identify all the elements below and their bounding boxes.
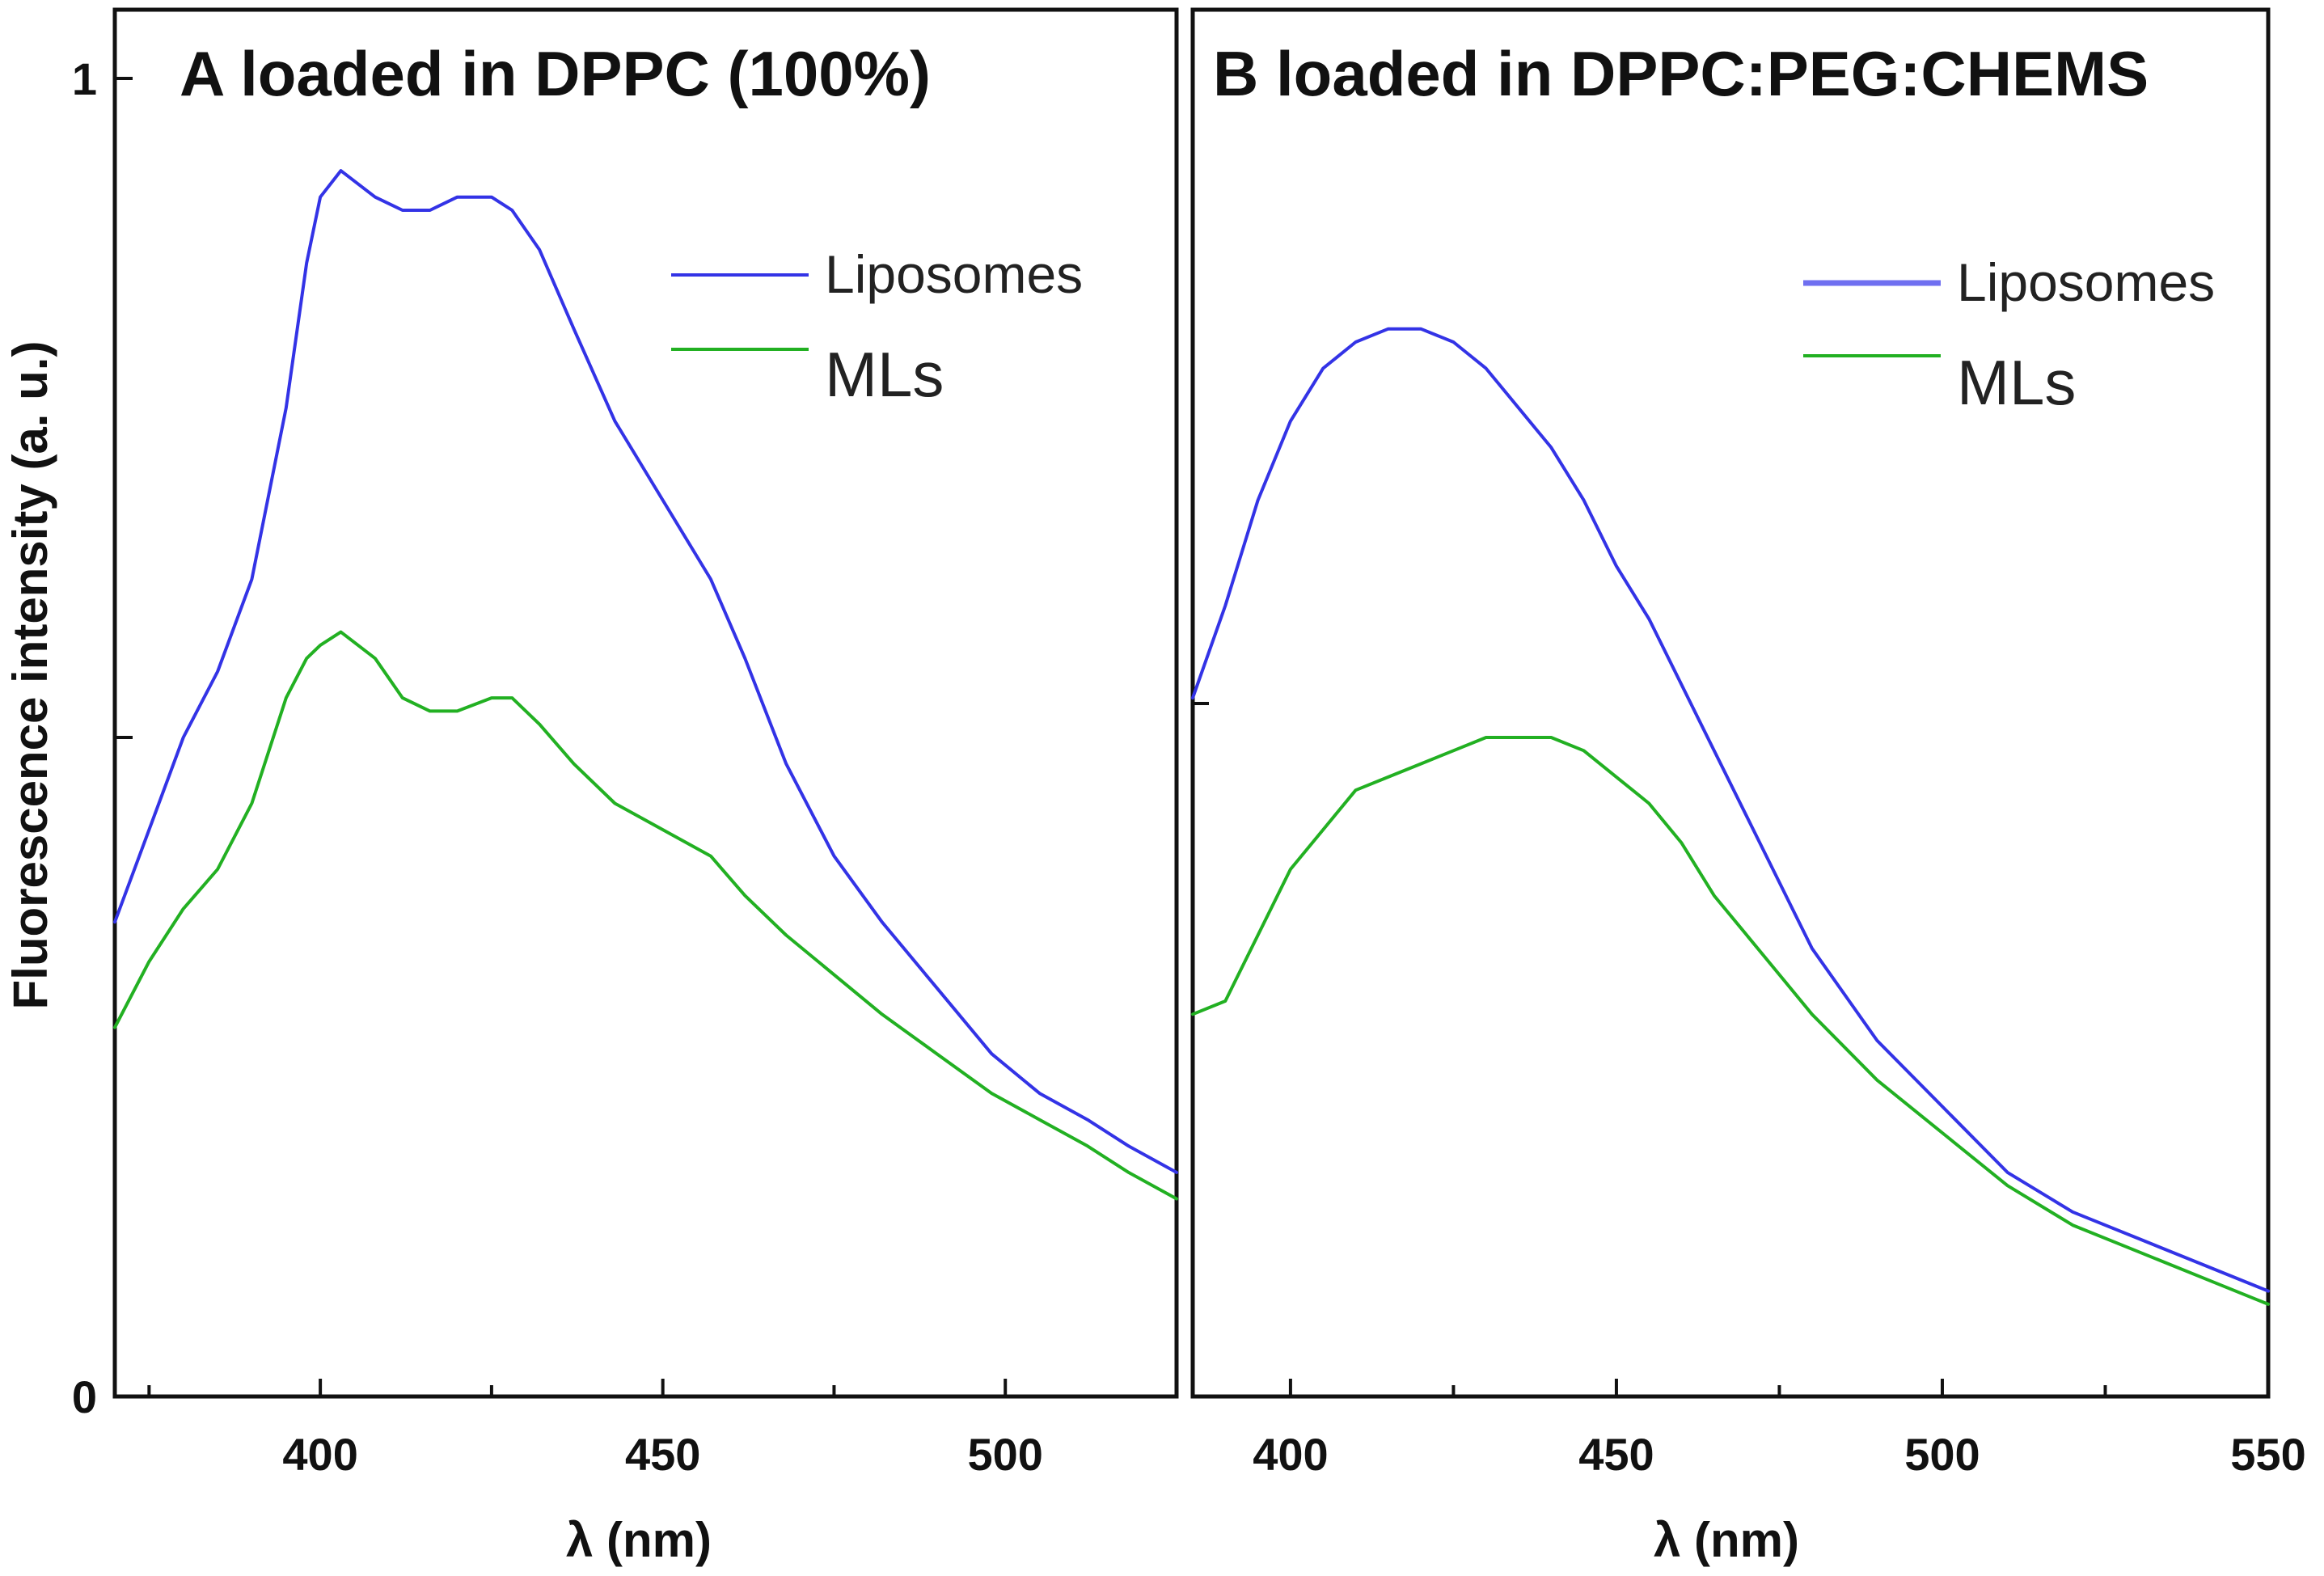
panel-b-x-tick-label-500: 500 [1904, 1429, 1980, 1480]
panel-b-x-tick-label-400: 400 [1253, 1429, 1328, 1480]
panel-a-y-ticks: 01 [72, 53, 133, 1422]
panel-a-y-tick-label-0: 0 [72, 1371, 97, 1422]
panel-b-x-tick-label-450: 450 [1578, 1429, 1654, 1480]
panel-b-title: B loaded in DPPC:PEG:CHEMS [1213, 38, 2149, 109]
panel-a-x-tick-label-500: 500 [968, 1429, 1043, 1480]
panel-a-series [113, 169, 1178, 1201]
panel-a-series-liposomes [113, 169, 1178, 1174]
panel-a: A loaded in DPPC (100%) 400 450 500 01 λ (… [72, 7, 1179, 1567]
panel-a-title: A loaded in DPPC (100%) [180, 38, 931, 109]
panel-a-legend-liposomes-label: Liposomes [825, 244, 1083, 304]
panel-b-x-tick-label-550: 550 [2230, 1429, 2305, 1480]
panel-b-legend-mls-label: MLs [1957, 347, 2076, 418]
panel-b-series-mls [1191, 736, 2270, 1306]
panel-b-x-axis-label: λ (nm) [1654, 1513, 1799, 1567]
panel-a-x-tick-label-400: 400 [282, 1429, 357, 1480]
panel-b: B loaded in DPPC:PEG:CHEMS 400 450 500 550 … [1190, 7, 2306, 1567]
panel-b-x-ticks: 400 450 500 550 [1253, 1379, 2306, 1480]
panel-a-legend: Liposomes MLs [671, 244, 1083, 410]
panel-a-legend-mls-label: MLs [825, 339, 944, 410]
panel-b-series-liposomes [1191, 327, 2270, 1293]
panel-b-legend: Liposomes MLs [1803, 252, 2215, 418]
panel-a-series-mls [113, 630, 1178, 1201]
y-axis-label: Fluorescence intensity (a. u.) [3, 341, 57, 1010]
panel-b-series [1191, 327, 2270, 1306]
panel-a-frame [112, 7, 1179, 1399]
panel-a-x-ticks: 400 450 500 [147, 1379, 1178, 1480]
panel-a-y-tick-label-1: 1 [72, 53, 97, 104]
panel-b-legend-liposomes-label: Liposomes [1957, 252, 2215, 312]
panel-a-x-tick-label-450: 450 [625, 1429, 700, 1480]
panel-a-x-axis-label: λ (nm) [566, 1513, 712, 1567]
